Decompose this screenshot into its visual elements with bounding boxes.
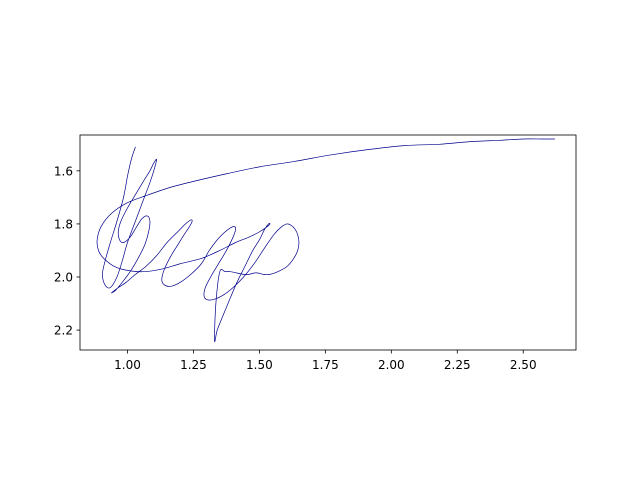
y-tick-label: 2.0: [54, 271, 73, 285]
x-tick-label: 1.00: [114, 358, 141, 372]
y-tick-label: 1.6: [54, 164, 73, 178]
series-line-signature: [96, 138, 555, 343]
x-tick-label: 1.75: [312, 358, 339, 372]
y-tick-label: 2.2: [54, 324, 73, 338]
x-tick-label: 1.50: [246, 358, 273, 372]
plot-frame: [79, 134, 577, 351]
y-tick-label: 1.8: [54, 217, 73, 231]
x-tick-label: 2.00: [378, 358, 405, 372]
x-tick-label: 1.25: [180, 358, 207, 372]
x-tick-label: 2.25: [444, 358, 471, 372]
y-axis: 1.6 1.8 2.0 2.2: [54, 164, 80, 338]
x-tick-label: 2.50: [510, 358, 537, 372]
x-axis: 1.00 1.25 1.50 1.75 2.00 2.25 2.50: [114, 350, 537, 372]
